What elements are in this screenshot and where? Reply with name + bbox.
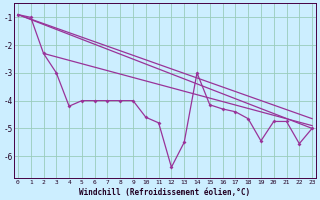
X-axis label: Windchill (Refroidissement éolien,°C): Windchill (Refroidissement éolien,°C) (79, 188, 251, 197)
